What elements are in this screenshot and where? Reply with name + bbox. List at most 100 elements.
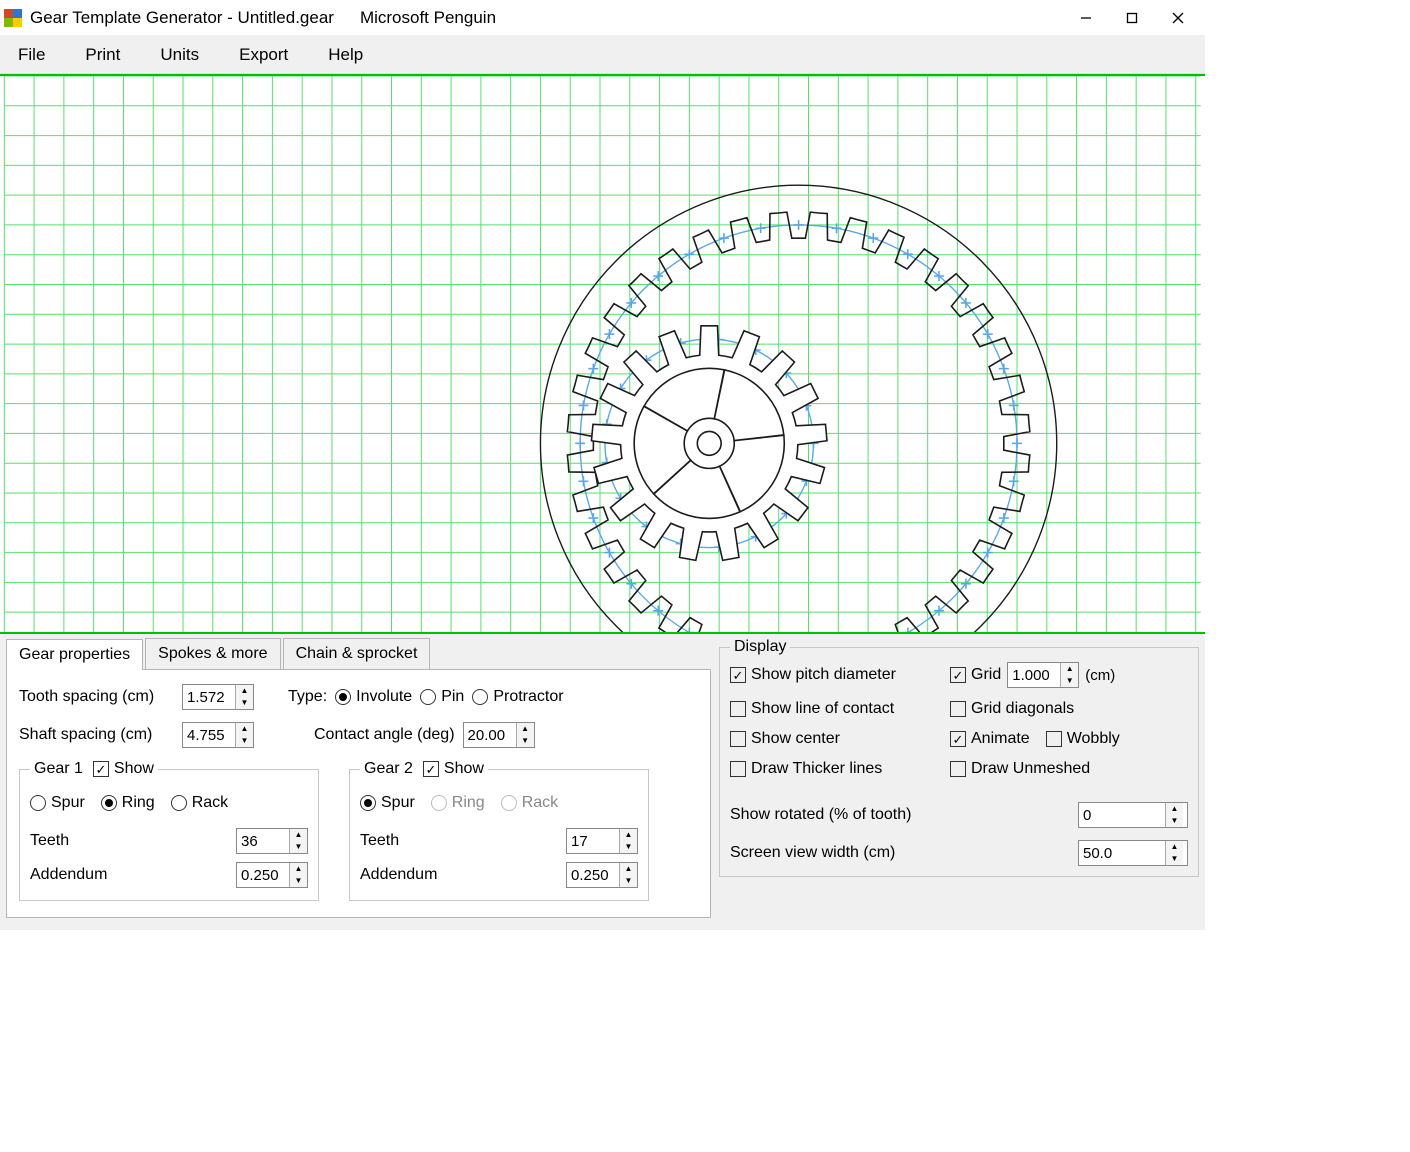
show-pitch-check[interactable]: Show pitch diameter [730, 662, 950, 688]
viewwidth-spinner[interactable]: ▲▼ [1078, 840, 1188, 866]
viewwidth-label: Screen view width (cm) [730, 844, 895, 862]
tabs: Gear properties Spokes & more Chain & sp… [6, 638, 711, 669]
gear2-group: Gear 2 Show Spur Ring Rack Teeth ▲▼ [349, 760, 649, 901]
spin-up-icon[interactable]: ▲ [236, 723, 253, 735]
close-button[interactable] [1155, 3, 1201, 33]
spin-up-icon[interactable]: ▲ [290, 829, 307, 841]
show-center-check[interactable]: Show center [730, 730, 950, 748]
gear2-ring-radio: Ring [431, 794, 485, 812]
gear1-ring-radio[interactable]: Ring [101, 794, 155, 812]
spin-up-icon[interactable]: ▲ [620, 863, 637, 875]
animate-check[interactable]: Animate [950, 730, 1030, 748]
grid-unit: (cm) [1085, 667, 1115, 684]
gear1-teeth-input[interactable] [237, 829, 289, 853]
spin-down-icon[interactable]: ▼ [620, 841, 637, 853]
spin-down-icon[interactable]: ▼ [1061, 675, 1078, 687]
shaft-spacing-spinner[interactable]: ▲▼ [182, 722, 254, 748]
gear2-spur-radio[interactable]: Spur [360, 794, 415, 812]
type-label: Type: [288, 688, 327, 706]
gear1-teeth-spinner[interactable]: ▲▼ [236, 828, 308, 854]
unmeshed-check[interactable]: Draw Unmeshed [950, 760, 1188, 778]
gear2-show-check[interactable]: Show [423, 760, 484, 778]
gear2-teeth-label: Teeth [360, 832, 399, 850]
menu-units[interactable]: Units [150, 41, 209, 69]
gear1-addendum-label: Addendum [30, 866, 107, 884]
menu-file[interactable]: File [8, 41, 55, 69]
tab-gear-properties[interactable]: Gear properties [6, 639, 143, 670]
gear2-addendum-spinner[interactable]: ▲▼ [566, 862, 638, 888]
gear-canvas[interactable] [0, 74, 1205, 634]
window-title: Gear Template Generator - Untitled.gear [30, 8, 334, 28]
gear1-rack-radio[interactable]: Rack [171, 794, 228, 812]
viewwidth-input[interactable] [1079, 841, 1165, 865]
tooth-spacing-spinner[interactable]: ▲▼ [182, 684, 254, 710]
spin-up-icon[interactable]: ▲ [236, 685, 253, 697]
type-pin-radio[interactable]: Pin [420, 688, 464, 706]
contact-angle-spinner[interactable]: ▲▼ [463, 722, 535, 748]
spin-down-icon[interactable]: ▼ [290, 841, 307, 853]
display-group: Display Show pitch diameter Grid ▲▼ (cm)… [719, 638, 1199, 877]
contact-angle-input[interactable] [464, 723, 516, 747]
spin-down-icon[interactable]: ▼ [1166, 815, 1183, 827]
tab-chain[interactable]: Chain & sprocket [283, 638, 431, 669]
gear2-addendum-input[interactable] [567, 863, 619, 887]
minimize-icon [1080, 12, 1092, 24]
display-legend: Display [730, 638, 790, 656]
grid-input[interactable] [1008, 663, 1060, 687]
tab-spokes[interactable]: Spokes & more [145, 638, 280, 669]
grid-check[interactable]: Grid [950, 666, 1001, 684]
gear2-addendum-label: Addendum [360, 866, 437, 884]
titlebar: Gear Template Generator - Untitled.gear … [0, 0, 1205, 36]
spin-down-icon[interactable]: ▼ [1166, 853, 1183, 865]
app-icon [4, 9, 22, 27]
wobbly-check[interactable]: Wobbly [1046, 730, 1120, 748]
maximize-button[interactable] [1109, 3, 1155, 33]
spin-up-icon[interactable]: ▲ [1166, 803, 1183, 815]
gear1-spur-radio[interactable]: Spur [30, 794, 85, 812]
window-title-extra: Microsoft Penguin [360, 8, 496, 28]
thicker-check[interactable]: Draw Thicker lines [730, 760, 950, 778]
spin-down-icon[interactable]: ▼ [517, 735, 534, 747]
gear1-teeth-label: Teeth [30, 832, 69, 850]
type-protractor-radio[interactable]: Protractor [472, 688, 563, 706]
spin-down-icon[interactable]: ▼ [236, 735, 253, 747]
gear2-legend: Gear 2 [364, 760, 413, 778]
menu-help[interactable]: Help [318, 41, 373, 69]
grid-spinner[interactable]: ▲▼ [1007, 662, 1079, 688]
spin-up-icon[interactable]: ▲ [620, 829, 637, 841]
contact-angle-label: Contact angle (deg) [314, 726, 455, 744]
properties-panel: Gear properties Spokes & more Chain & sp… [0, 634, 1205, 930]
spin-up-icon[interactable]: ▲ [1166, 841, 1183, 853]
gear-properties-panel: Gear properties Spokes & more Chain & sp… [6, 638, 711, 918]
gear2-teeth-spinner[interactable]: ▲▼ [566, 828, 638, 854]
gear2-teeth-input[interactable] [567, 829, 619, 853]
tooth-spacing-input[interactable] [183, 685, 235, 709]
gear1-addendum-input[interactable] [237, 863, 289, 887]
spin-up-icon[interactable]: ▲ [290, 863, 307, 875]
show-loc-check[interactable]: Show line of contact [730, 700, 950, 718]
spin-up-icon[interactable]: ▲ [517, 723, 534, 735]
menubar: File Print Units Export Help [0, 36, 1205, 74]
spin-down-icon[interactable]: ▼ [620, 875, 637, 887]
spin-down-icon[interactable]: ▼ [290, 875, 307, 887]
close-icon [1172, 12, 1184, 24]
type-involute-radio[interactable]: Involute [335, 688, 412, 706]
menu-print[interactable]: Print [75, 41, 130, 69]
display-panel: Display Show pitch diameter Grid ▲▼ (cm)… [719, 638, 1199, 877]
spin-up-icon[interactable]: ▲ [1061, 663, 1078, 675]
gear1-addendum-spinner[interactable]: ▲▼ [236, 862, 308, 888]
rotated-label: Show rotated (% of tooth) [730, 806, 911, 824]
gear2-rack-radio: Rack [501, 794, 558, 812]
rotated-input[interactable] [1079, 803, 1165, 827]
minimize-button[interactable] [1063, 3, 1109, 33]
gear1-group: Gear 1 Show Spur Ring Rack Teeth ▲▼ [19, 760, 319, 901]
rotated-spinner[interactable]: ▲▼ [1078, 802, 1188, 828]
tab-gear-properties-body: Tooth spacing (cm) ▲▼ Type: Involute Pin… [6, 669, 711, 918]
grid-diag-check[interactable]: Grid diagonals [950, 700, 1188, 718]
tooth-spacing-label: Tooth spacing (cm) [19, 688, 174, 706]
gear1-legend: Gear 1 [34, 760, 83, 778]
spin-down-icon[interactable]: ▼ [236, 697, 253, 709]
menu-export[interactable]: Export [229, 41, 298, 69]
shaft-spacing-input[interactable] [183, 723, 235, 747]
gear1-show-check[interactable]: Show [93, 760, 154, 778]
